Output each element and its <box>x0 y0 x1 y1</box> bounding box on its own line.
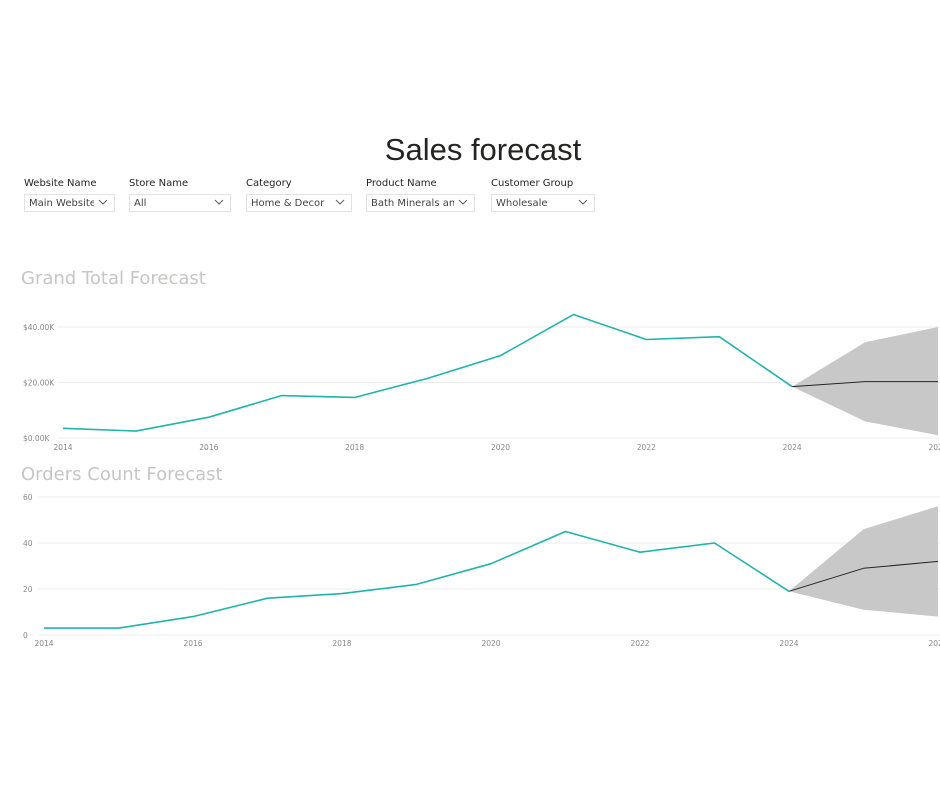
slicer-customer-group: Customer Group Wholesale <box>491 178 595 212</box>
y-tick-label: $0.00K <box>23 434 50 443</box>
confidence-band <box>792 327 938 436</box>
store-name-dropdown[interactable]: All <box>129 194 231 212</box>
x-tick-label: 2022 <box>637 443 656 452</box>
slicer-label: Category <box>246 178 292 189</box>
chevron-down-icon <box>335 199 345 205</box>
x-tick-label: 2026 <box>928 639 940 648</box>
x-tick-label: 2016 <box>199 443 218 452</box>
chevron-down-icon <box>214 199 224 205</box>
dropdown-selected-value: Home & Decor <box>251 198 325 209</box>
y-tick-label: 60 <box>23 493 33 502</box>
actual-series-line <box>44 530 790 629</box>
dropdown-selected-value: Bath Minerals and ... <box>371 198 454 209</box>
product-name-dropdown[interactable]: Bath Minerals and ... <box>366 194 475 212</box>
slicer-product-name: Product Name Bath Minerals and ... <box>366 178 475 212</box>
x-tick-label: 2022 <box>630 639 649 648</box>
slicer-label: Product Name <box>366 178 437 189</box>
slicer-website-name: Website Name Main Website <box>24 178 115 212</box>
x-tick-label: 2024 <box>783 443 802 452</box>
y-tick-label: 0 <box>23 631 28 640</box>
y-tick-label: 40 <box>23 539 33 548</box>
orders-count-chart-title: Orders Count Forecast <box>21 464 223 485</box>
chevron-down-icon <box>458 199 468 205</box>
customer-group-dropdown[interactable]: Wholesale <box>491 194 595 212</box>
slicer-category: Category Home & Decor <box>246 178 352 212</box>
x-tick-label: 2026 <box>928 443 940 452</box>
slicer-store-name: Store Name All <box>129 178 231 212</box>
y-tick-label: $40.00K <box>23 323 55 332</box>
category-dropdown[interactable]: Home & Decor <box>246 194 352 212</box>
x-tick-label: 2018 <box>345 443 364 452</box>
y-tick-label: $20.00K <box>23 379 55 388</box>
dropdown-selected-value: All <box>134 198 147 209</box>
forecast-line <box>792 381 938 388</box>
grand-total-chart-title: Grand Total Forecast <box>21 268 206 289</box>
actual-series-line <box>62 313 793 432</box>
x-tick-label: 2024 <box>779 639 798 648</box>
page-title: Sales forecast <box>384 132 582 167</box>
orders-count-forecast-chart[interactable]: 0 20 40 60 2014 2016 2018 2020 2022 2024 2026 <box>0 487 940 652</box>
x-tick-label: 2016 <box>183 639 202 648</box>
chevron-down-icon <box>98 199 108 205</box>
slicer-label: Customer Group <box>491 178 574 189</box>
slicer-label: Website Name <box>24 178 97 189</box>
chevron-down-icon <box>578 199 588 205</box>
x-tick-label: 2014 <box>53 443 72 452</box>
grand-total-forecast-chart[interactable]: $0.00K $20.00K $40.00K 2014 2016 2018 2020 2022… <box>0 310 940 458</box>
dropdown-selected-value: Main Website <box>29 198 94 209</box>
x-tick-label: 2018 <box>332 639 351 648</box>
slicer-label: Store Name <box>129 178 189 189</box>
x-tick-label: 2020 <box>481 639 500 648</box>
y-tick-label: 20 <box>23 585 33 594</box>
x-tick-label: 2014 <box>34 639 53 648</box>
forecast-line <box>788 560 939 592</box>
dropdown-selected-value: Wholesale <box>496 198 548 209</box>
x-tick-label: 2020 <box>491 443 510 452</box>
website-name-dropdown[interactable]: Main Website <box>24 194 115 212</box>
confidence-band <box>789 506 938 617</box>
